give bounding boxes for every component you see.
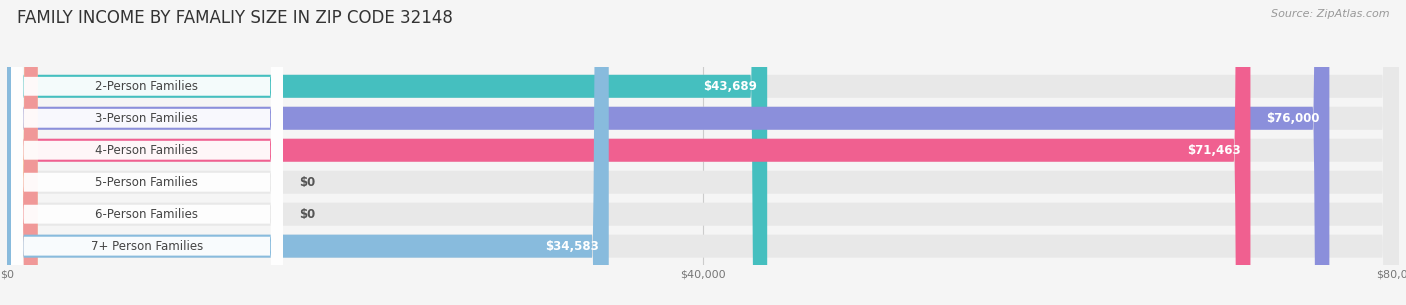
FancyBboxPatch shape — [7, 0, 1250, 305]
Text: $43,689: $43,689 — [703, 80, 758, 93]
FancyBboxPatch shape — [11, 0, 283, 305]
Text: $71,463: $71,463 — [1187, 144, 1240, 157]
Text: $0: $0 — [299, 208, 315, 221]
Text: $34,583: $34,583 — [546, 240, 599, 253]
FancyBboxPatch shape — [7, 0, 38, 305]
Text: 6-Person Families: 6-Person Families — [96, 208, 198, 221]
FancyBboxPatch shape — [11, 0, 283, 305]
Text: FAMILY INCOME BY FAMALIY SIZE IN ZIP CODE 32148: FAMILY INCOME BY FAMALIY SIZE IN ZIP COD… — [17, 9, 453, 27]
FancyBboxPatch shape — [7, 0, 1399, 305]
FancyBboxPatch shape — [7, 0, 768, 305]
FancyBboxPatch shape — [7, 0, 609, 305]
FancyBboxPatch shape — [11, 0, 283, 305]
Text: 4-Person Families: 4-Person Families — [96, 144, 198, 157]
FancyBboxPatch shape — [7, 0, 1399, 305]
FancyBboxPatch shape — [7, 0, 1399, 305]
FancyBboxPatch shape — [11, 0, 283, 305]
FancyBboxPatch shape — [7, 0, 1330, 305]
Text: 7+ Person Families: 7+ Person Families — [91, 240, 202, 253]
Text: $0: $0 — [299, 176, 315, 189]
FancyBboxPatch shape — [7, 0, 1399, 305]
Text: Source: ZipAtlas.com: Source: ZipAtlas.com — [1271, 9, 1389, 19]
Text: 3-Person Families: 3-Person Families — [96, 112, 198, 125]
FancyBboxPatch shape — [11, 0, 283, 305]
FancyBboxPatch shape — [7, 0, 1399, 305]
Text: 5-Person Families: 5-Person Families — [96, 176, 198, 189]
Text: $76,000: $76,000 — [1267, 112, 1320, 125]
FancyBboxPatch shape — [7, 0, 38, 305]
Text: 2-Person Families: 2-Person Families — [96, 80, 198, 93]
FancyBboxPatch shape — [7, 0, 1399, 305]
FancyBboxPatch shape — [11, 0, 283, 305]
